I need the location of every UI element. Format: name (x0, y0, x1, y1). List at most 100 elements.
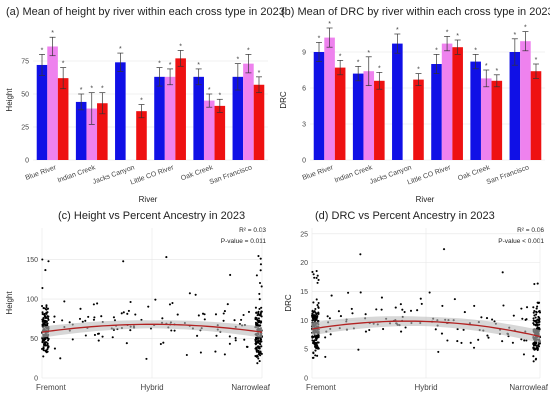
panel-d-drc-scatter: (d) DRC vs Percent Ancestry in 2023 DRC … (284, 210, 549, 392)
panel-d-point (480, 316, 483, 319)
panel-c-point (254, 306, 257, 309)
panel-b-signif-marker: * (456, 33, 459, 40)
panel-d-point (317, 301, 320, 305)
panel-c-point (44, 321, 47, 324)
panel-d-point (521, 317, 524, 320)
panel-c-point (41, 341, 44, 344)
panel-d-point (501, 271, 504, 274)
panel-c-point (258, 360, 261, 363)
panel-b-signif-marker: * (524, 25, 527, 32)
panel-c-point (257, 351, 260, 354)
panel-d-ytick-label: 5 (304, 347, 308, 354)
panel-c-point (46, 307, 50, 310)
panel-a-bar (214, 105, 226, 160)
panel-c-point (256, 362, 259, 365)
panel-d-point (316, 274, 319, 277)
panel-d-point (472, 346, 476, 349)
panel-a-bar (232, 76, 244, 160)
panel-d-point (525, 339, 528, 342)
panel-d-point (462, 328, 465, 331)
panel-c-point (255, 336, 258, 339)
panel-d-point (382, 327, 385, 331)
panel-d-point (368, 329, 371, 332)
panel-a-signif-marker: * (101, 86, 104, 93)
panel-d-point (315, 312, 318, 316)
panel-c-point (47, 345, 50, 348)
panel-a-signif-marker: * (208, 87, 211, 94)
panel-c-point (41, 319, 45, 322)
panel-c-point (258, 352, 262, 355)
panel-c-point (97, 339, 100, 342)
panel-b-bar (509, 52, 521, 160)
panel-c-point (162, 341, 165, 344)
panel-d-point (359, 253, 362, 256)
panel-d-point (314, 307, 317, 311)
panel-d-point (524, 318, 527, 321)
panel-c-point (259, 343, 262, 346)
panel-b-bar (441, 43, 453, 160)
panel-b-signif-marker: * (367, 50, 370, 57)
panel-a-xtick-label: San Francisco (209, 164, 254, 186)
panel-c-point (258, 319, 261, 322)
panel-b-bar (480, 78, 492, 160)
panel-b-xtick-label: Jacks Canyon (369, 164, 413, 186)
panel-c-point (129, 329, 132, 332)
panel-a-bar (36, 64, 48, 160)
panel-c-point (93, 316, 96, 319)
panel-d-point (364, 330, 368, 333)
panel-d-point (463, 311, 466, 314)
panel-a-signif-marker: * (258, 70, 261, 77)
panel-d-point (535, 307, 538, 310)
panel-c-point (42, 306, 45, 310)
panel-b-ytick-label: 0 (302, 158, 306, 165)
panel-c-point (53, 315, 56, 318)
panel-c-point (120, 312, 123, 315)
panel-c-point (45, 306, 48, 309)
panel-d-point (456, 328, 459, 331)
panel-d-point (534, 357, 538, 360)
panel-d-point (485, 317, 489, 320)
panel-a-bar (97, 103, 108, 160)
panel-b-signif-marker: * (435, 47, 438, 54)
panel-c-xtick-label: Hybrid (140, 383, 163, 392)
panel-d-r2: R² = 0.06 (517, 227, 544, 234)
panel-c-point (41, 258, 44, 261)
panel-d-xtick-label: Narrowleaf (509, 383, 548, 392)
panel-c-point (259, 257, 262, 260)
panel-c-point (171, 301, 174, 305)
panel-b-signif-marker: * (417, 67, 420, 74)
panel-c-point (259, 324, 262, 327)
panel-c-point (254, 354, 257, 358)
panel-b-ylabel: DRC (279, 91, 288, 109)
panel-c-point (63, 300, 66, 303)
panel-b-ytick-label: 6 (302, 86, 306, 93)
panel-c-point (258, 292, 261, 295)
panel-c-point (154, 298, 157, 301)
panel-a-bar (193, 76, 204, 160)
panel-d-point (316, 335, 319, 338)
panel-d-point (491, 318, 494, 321)
panel-c-point (47, 317, 50, 320)
panel-c-point (222, 312, 225, 315)
panel-d-point (312, 273, 315, 276)
panel-c-point (45, 320, 48, 323)
panel-c-point (46, 315, 49, 318)
panel-c-point (165, 256, 168, 259)
panel-c-point (129, 300, 132, 304)
panel-b-bar (520, 41, 531, 161)
panel-c-xtick-label: Narrowleaf (231, 383, 270, 392)
panel-d-point (512, 314, 515, 317)
panel-c-point (126, 312, 129, 315)
panel-a-bar (75, 101, 87, 160)
panel-d-point (532, 322, 535, 325)
panel-d-ytick-label: 20 (300, 260, 308, 267)
panel-d-point (311, 314, 314, 317)
panel-c-point (256, 341, 260, 344)
panel-d-point (456, 340, 459, 343)
panel-c-point (257, 310, 260, 313)
panel-c-point (226, 303, 229, 306)
panel-c-point (93, 333, 96, 337)
panel-c-r2: R² = 0.03 (239, 227, 266, 234)
panel-d-point (326, 315, 329, 318)
panel-b-signif-marker: * (513, 32, 516, 39)
